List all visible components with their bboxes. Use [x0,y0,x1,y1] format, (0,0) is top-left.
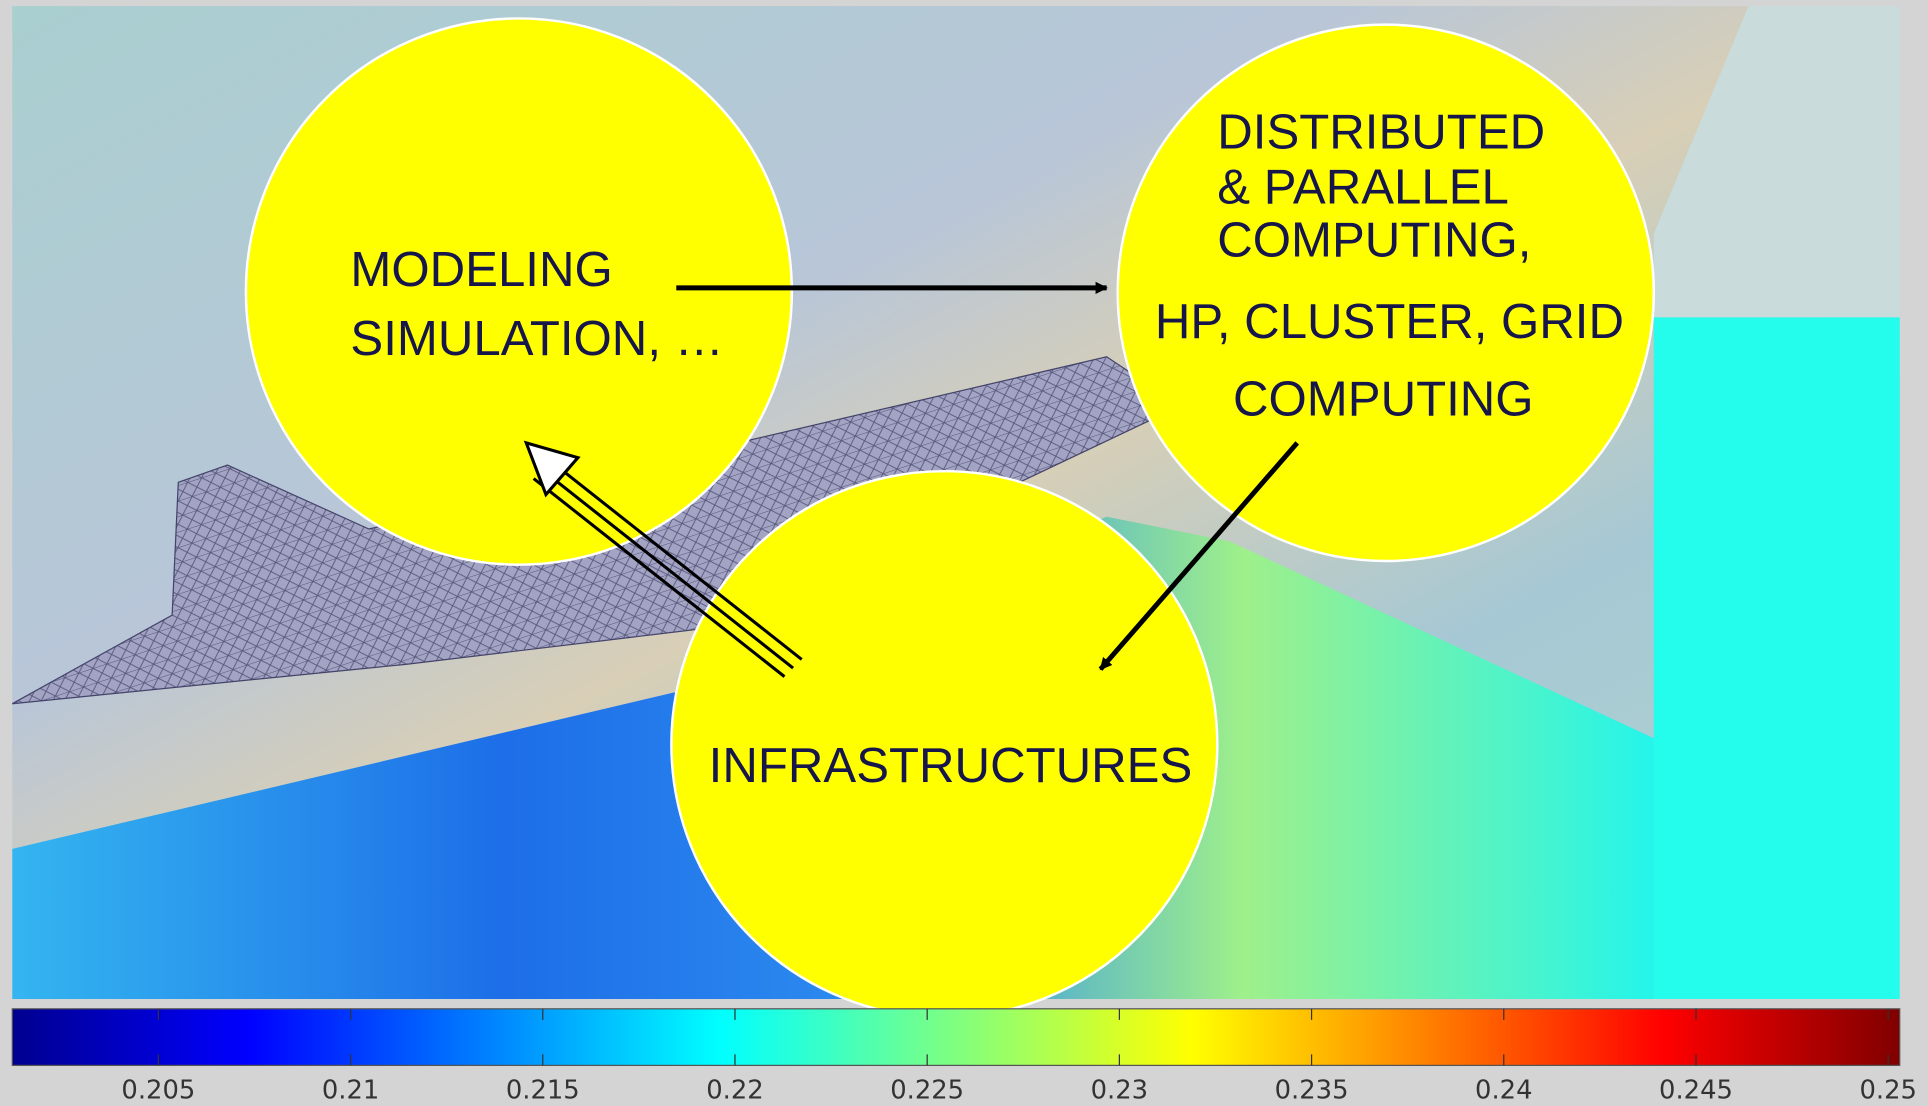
nodes: MODELING SIMULATION, … DISTRIBUTED & PAR… [244,17,1656,1019]
tick-label: 0.235 [1275,1076,1349,1106]
arrows [523,281,1300,678]
node-label: HP, CLUSTER, GRID [1155,294,1624,349]
node-label: COMPUTING [1233,371,1533,426]
triple-arrow [523,440,803,678]
colorbar: 0.205 0.21 0.215 0.22 0.225 0.23 0.235 0.24 0.24… [11,1008,1917,1106]
node-label: COMPUTING, [1217,213,1531,268]
node-circle [244,17,794,566]
tick-label: 0.24 [1475,1076,1532,1106]
colorbar-scale [11,1008,1901,1067]
node-circle [1116,23,1656,563]
tick-label: 0.205 [121,1076,195,1106]
tick-label: 0.21 [322,1076,379,1106]
node-label: MODELING [350,242,612,297]
tick-label: 0.23 [1091,1076,1148,1106]
node-label: INFRASTRUCTURES [709,738,1193,793]
tick-label: 0.22 [706,1076,763,1106]
node-label: SIMULATION, … [350,311,723,366]
node-label: DISTRIBUTED [1217,104,1545,159]
tick-label: 0.245 [1659,1076,1733,1106]
node-label: & PARALLEL [1217,160,1509,215]
tick-label: 0.225 [890,1076,964,1106]
arrow [1098,441,1300,671]
tick-label: 0.215 [506,1076,580,1106]
tick-label: 0.25 [1859,1076,1916,1106]
